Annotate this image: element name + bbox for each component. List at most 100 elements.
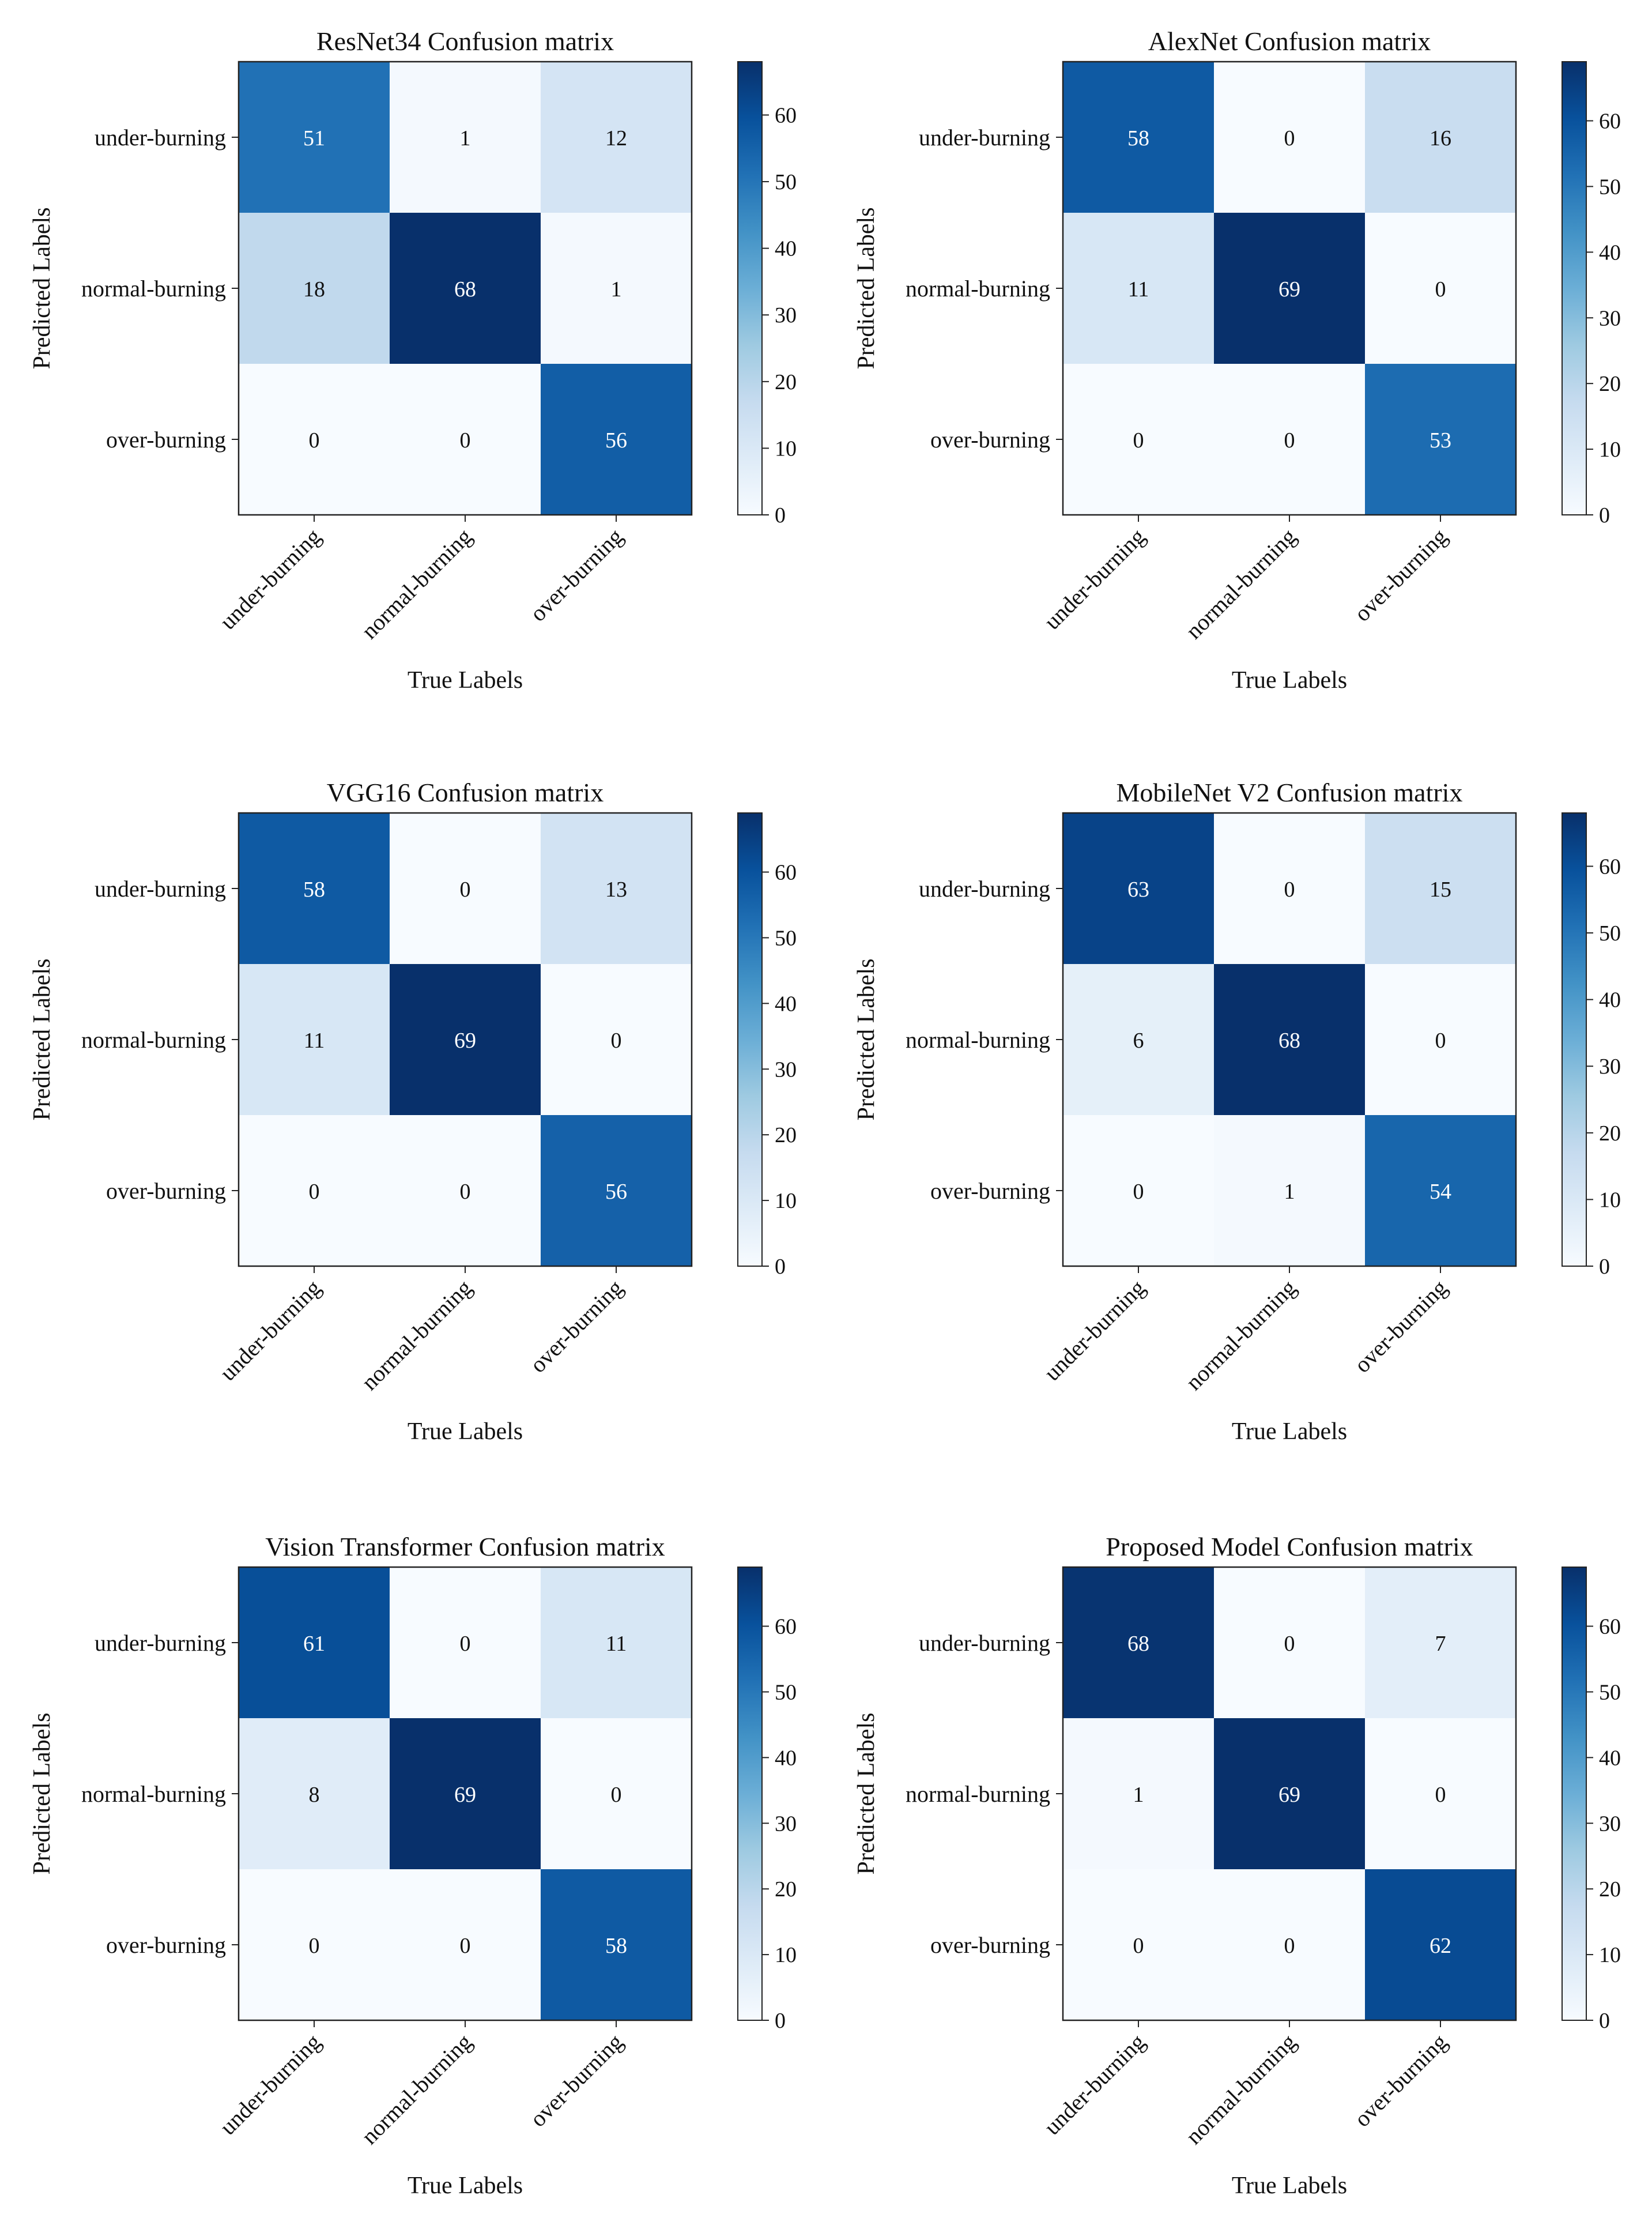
heatmap-cell	[239, 1567, 390, 1718]
x-axis-label: True Labels	[408, 667, 523, 694]
cell-value-label: 11	[1128, 277, 1149, 302]
x-tick-label: under-burning	[1039, 1275, 1150, 1386]
confusion-matrix-panel: Vision Transformer Confusion matrix 61 0 11…	[29, 1532, 797, 2199]
colorbar-tick-label: 50	[775, 926, 797, 950]
cell-value-label: 0	[1284, 878, 1295, 902]
colorbar-tick-label: 50	[1599, 1680, 1621, 1704]
cell-value-label: 68	[1127, 1632, 1149, 1656]
cell-value-label: 68	[454, 277, 476, 302]
colorbar-tick-label: 40	[775, 237, 797, 261]
colorbar-tick-label: 20	[775, 370, 797, 394]
cell-value-label: 0	[1435, 277, 1446, 302]
x-axis-label: True Labels	[1232, 2172, 1347, 2199]
heatmap-cell	[390, 364, 541, 515]
x-tick-label: under-burning	[214, 2029, 326, 2140]
y-tick-label: under-burning	[95, 876, 226, 902]
colorbar-tick-label: 0	[1599, 503, 1610, 528]
confusion-matrix-panel: VGG16 Confusion matrix 58 0 13 11 69 0 0 0 56 unde…	[29, 778, 797, 1445]
cell-value-label: 0	[460, 428, 471, 453]
chart-title: Vision Transformer Confusion matrix	[265, 1532, 665, 1561]
y-axis-label: Predicted Labels	[29, 958, 55, 1120]
colorbar-tick-label: 50	[775, 170, 797, 194]
cell-value-label: 61	[303, 1632, 325, 1656]
cell-value-label: 1	[611, 277, 622, 302]
colorbar	[1562, 1567, 1587, 2021]
heatmap-cell	[1214, 1869, 1365, 2020]
colorbar-tick-label: 0	[775, 2009, 786, 2033]
colorbar	[737, 61, 763, 515]
heatmap-cell	[390, 62, 541, 213]
y-tick-label: under-burning	[919, 125, 1050, 150]
confusion-matrix-panel: AlexNet Confusion matrix 58 0 16 11 69 0 0 0 53 un…	[853, 27, 1621, 694]
colorbar-tick-label: 20	[1599, 1121, 1621, 1146]
colorbar-tick-label: 0	[775, 503, 786, 528]
y-tick-label: normal-burning	[906, 1027, 1050, 1053]
heatmap-cell	[390, 1869, 541, 2020]
colorbar-tick-label: 40	[1599, 988, 1621, 1012]
heatmap-cell	[390, 964, 541, 1115]
cell-value-label: 69	[1278, 1783, 1300, 1807]
cell-value-label: 0	[1133, 1934, 1144, 1958]
cell-value-label: 63	[1127, 878, 1149, 902]
colorbar	[737, 1567, 763, 2021]
cell-value-label: 0	[309, 1180, 320, 1204]
cell-value-label: 8	[309, 1783, 320, 1807]
x-tick-label: under-burning	[214, 1275, 326, 1386]
y-tick-label: under-burning	[919, 1630, 1050, 1656]
heatmap-cell	[239, 1115, 390, 1266]
cell-value-label: 0	[1284, 428, 1295, 453]
colorbar-tick-label: 10	[1599, 1188, 1621, 1212]
cell-value-label: 58	[1127, 126, 1149, 150]
cell-value-label: 7	[1435, 1632, 1446, 1656]
colorbar-tick-label: 60	[1599, 110, 1621, 134]
colorbar-tick-label: 10	[1599, 1943, 1621, 1967]
chart-title: ResNet34 Confusion matrix	[316, 27, 614, 56]
x-tick-label: normal-burning	[1180, 1275, 1301, 1395]
heatmap-cell	[1365, 964, 1516, 1115]
cell-value-label: 11	[304, 1029, 325, 1053]
colorbar-tick-label: 10	[775, 1189, 797, 1213]
x-axis-label: True Labels	[1232, 1418, 1347, 1445]
colorbar-tick-label: 40	[775, 1746, 797, 1770]
y-tick-label: normal-burning	[81, 1027, 226, 1053]
heatmap-cell	[541, 62, 692, 213]
x-tick-label: under-burning	[1039, 2029, 1150, 2140]
x-tick-label: normal-burning	[1180, 524, 1301, 644]
colorbar-tick-label: 40	[775, 992, 797, 1016]
y-tick-label: over-burning	[106, 427, 226, 453]
heatmap-cell	[1365, 213, 1516, 364]
cell-value-label: 0	[1284, 126, 1295, 150]
chart-title: VGG16 Confusion matrix	[327, 778, 604, 807]
heatmap-cell	[541, 964, 692, 1115]
y-tick-label: under-burning	[95, 1630, 226, 1656]
x-tick-label: under-burning	[1039, 524, 1150, 635]
colorbar-tick-label: 60	[775, 103, 797, 127]
heatmap-cell	[239, 62, 390, 213]
cell-value-label: 54	[1430, 1180, 1451, 1204]
colorbar-tick-label: 20	[1599, 372, 1621, 396]
colorbar-tick-label: 50	[775, 1680, 797, 1704]
heatmap-cell	[239, 1718, 390, 1869]
heatmap-cell	[1214, 364, 1365, 515]
y-axis-label: Predicted Labels	[853, 207, 880, 369]
colorbar-tick-label: 10	[775, 1943, 797, 1967]
colorbar-tick-label: 60	[775, 861, 797, 885]
heatmap-cell	[1063, 364, 1214, 515]
colorbar	[1562, 61, 1587, 515]
colorbar-tick-label: 30	[1599, 1055, 1621, 1079]
colorbar-tick-label: 30	[775, 1057, 797, 1082]
cell-value-label: 51	[303, 126, 325, 150]
colorbar	[1562, 812, 1587, 1267]
heatmap-cell	[390, 813, 541, 964]
heatmap-cell	[239, 213, 390, 364]
cell-value-label: 58	[605, 1934, 627, 1958]
x-tick-label: normal-burning	[356, 2029, 477, 2149]
colorbar-tick-label: 20	[1599, 1877, 1621, 1902]
y-axis-label: Predicted Labels	[853, 958, 880, 1120]
cell-value-label: 15	[1430, 878, 1451, 902]
cell-value-label: 0	[1133, 428, 1144, 453]
y-tick-label: normal-burning	[906, 1781, 1050, 1807]
heatmap-cell	[1365, 62, 1516, 213]
x-axis-label: True Labels	[408, 1418, 523, 1445]
cell-value-label: 12	[605, 126, 627, 150]
